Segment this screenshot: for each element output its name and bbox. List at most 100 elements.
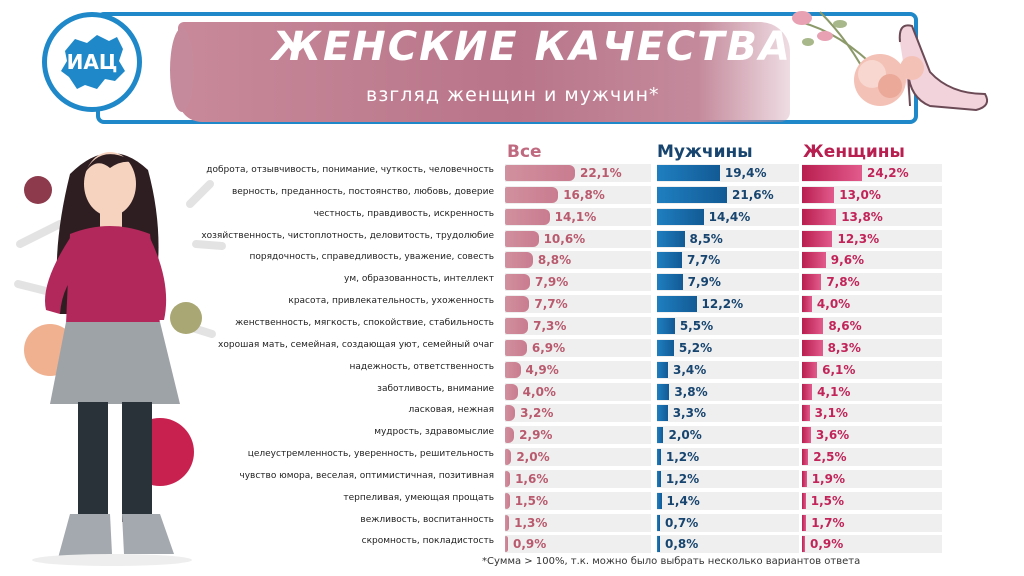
bar-track-men xyxy=(657,404,799,423)
bar-women xyxy=(802,449,809,466)
category-label: доброта, отзывчивость, понимание, чуткос… xyxy=(206,165,494,175)
woman-illustration xyxy=(14,152,226,566)
bar-track-women xyxy=(802,229,942,248)
chart-row: верность, преданность, постоянство, любо… xyxy=(0,184,1024,206)
bar-track-men xyxy=(657,491,799,510)
bar-men xyxy=(657,405,668,422)
bar-men xyxy=(657,296,697,313)
bar-track-all xyxy=(505,426,651,445)
bar-track-all xyxy=(505,316,651,335)
bar-men xyxy=(657,427,664,444)
bar-all xyxy=(505,361,521,378)
category-label: вежливость, воспитанность xyxy=(360,514,494,525)
bar-track-women xyxy=(802,295,942,314)
bar-women xyxy=(802,230,833,247)
bar-track-women xyxy=(802,469,942,488)
bar-women xyxy=(802,339,823,356)
category-label: женственность, мягкость, спокойствие, ст… xyxy=(235,317,494,328)
bar-men xyxy=(657,449,661,466)
logo-text: ИАЦ xyxy=(66,50,118,74)
data-label-men: 1,2% xyxy=(665,471,700,486)
bar-all xyxy=(505,449,512,466)
data-label-men: 1,4% xyxy=(666,493,700,508)
bar-men xyxy=(657,383,670,400)
data-label-all: 22,1% xyxy=(580,166,622,180)
page-subtitle: взгляд женщин и мужчин* xyxy=(366,84,660,106)
data-label-all: 1,3% xyxy=(514,515,548,530)
data-label-men: 3,8% xyxy=(674,384,708,399)
bar-track-women xyxy=(802,513,942,532)
category-label: терпеливая, умеющая прощать xyxy=(343,492,494,503)
category-label: хорошая мать, семейная, создающая уют, с… xyxy=(218,339,494,350)
series-header-men: Мужчины xyxy=(657,142,753,162)
chart-row: красота, привлекательность, ухоженность 7… xyxy=(0,293,1024,315)
bar-track-all xyxy=(505,338,651,357)
bar-all xyxy=(505,186,559,203)
bar-all xyxy=(505,252,533,269)
bar-track-men xyxy=(657,426,799,445)
bar-women xyxy=(802,470,807,487)
bar-women xyxy=(802,208,837,225)
category-label: целеустремленность, уверенность, решител… xyxy=(247,449,494,460)
bar-track-women xyxy=(802,360,942,379)
bar-track-women xyxy=(802,448,942,467)
bar-track-women xyxy=(802,426,942,445)
chart-row: хозяйственность, чистоплотность, деловит… xyxy=(0,228,1024,250)
bar-track-women xyxy=(802,185,942,204)
data-label-all: 2,0% xyxy=(516,450,550,465)
category-label: хозяйственность, чистоплотность, деловит… xyxy=(201,230,494,241)
data-label-women: 3,1% xyxy=(814,406,848,421)
bar-men xyxy=(657,165,720,181)
bar-all xyxy=(505,165,575,181)
data-label-all: 1,6% xyxy=(515,471,549,486)
data-label-women: 3,6% xyxy=(815,428,850,443)
bar-track-all xyxy=(505,469,651,488)
bar-all xyxy=(505,274,531,291)
data-label-all: 7,3% xyxy=(533,318,567,333)
data-label-men: 2,0% xyxy=(668,428,702,443)
data-label-all: 7,7% xyxy=(534,297,568,312)
bar-track-men xyxy=(657,316,799,335)
data-label-women: 0,9% xyxy=(810,537,844,552)
category-label: надежность, ответственность xyxy=(349,361,494,372)
bar-track-women xyxy=(802,338,942,357)
bar-men xyxy=(657,492,662,509)
category-label: порядочность, справедливость, уважение, … xyxy=(249,252,495,263)
bar-women xyxy=(802,252,826,269)
bar-track-all xyxy=(505,251,651,270)
bar-all xyxy=(505,492,510,509)
bar-women xyxy=(802,405,810,422)
bar-track-men xyxy=(657,251,799,270)
data-label-women: 4,1% xyxy=(817,384,851,399)
category-label: ласковая, нежная xyxy=(408,405,494,416)
bar-track-women xyxy=(802,273,942,292)
bar-track-men xyxy=(657,382,799,401)
bar-women xyxy=(802,274,822,291)
bar-track-men xyxy=(657,448,799,467)
data-label-all: 14,1% xyxy=(554,209,597,224)
data-label-men: 3,3% xyxy=(672,406,706,421)
data-label-women: 13,8% xyxy=(841,209,883,224)
category-label: заботливость, внимание xyxy=(377,383,494,394)
bar-all xyxy=(505,405,516,422)
bar-all xyxy=(505,230,539,247)
bar-track-women xyxy=(802,382,942,401)
category-label: верность, преданность, постоянство, любо… xyxy=(231,186,494,197)
data-label-men: 0,7% xyxy=(665,515,699,530)
bar-all xyxy=(505,317,529,334)
bar-men xyxy=(657,536,660,553)
chart-row: мудрость, здравомыслие 2,9% 2,0% 3,6% xyxy=(0,424,1024,446)
bar-track-women xyxy=(802,207,942,226)
chart-row: женственность, мягкость, спокойствие, ст… xyxy=(0,315,1024,337)
chart-row: надежность, ответственность 4,9% 3,4% 6,1% xyxy=(0,359,1024,381)
data-label-all: 8,8% xyxy=(537,253,572,268)
chart-row: чувство юмора, веселая, оптимистичная, п… xyxy=(0,468,1024,490)
data-label-women: 8,3% xyxy=(827,340,861,355)
bar-women xyxy=(802,383,813,400)
bar-track-all xyxy=(505,382,651,401)
data-label-men: 8,5% xyxy=(689,231,723,246)
footnote: *Сумма > 100%, т.к. можно было выбрать н… xyxy=(482,556,861,567)
chart-row: ласковая, нежная 3,2% 3,3% 3,1% xyxy=(0,402,1024,424)
logo: ИАЦ xyxy=(42,12,142,112)
bar-all xyxy=(505,383,518,400)
